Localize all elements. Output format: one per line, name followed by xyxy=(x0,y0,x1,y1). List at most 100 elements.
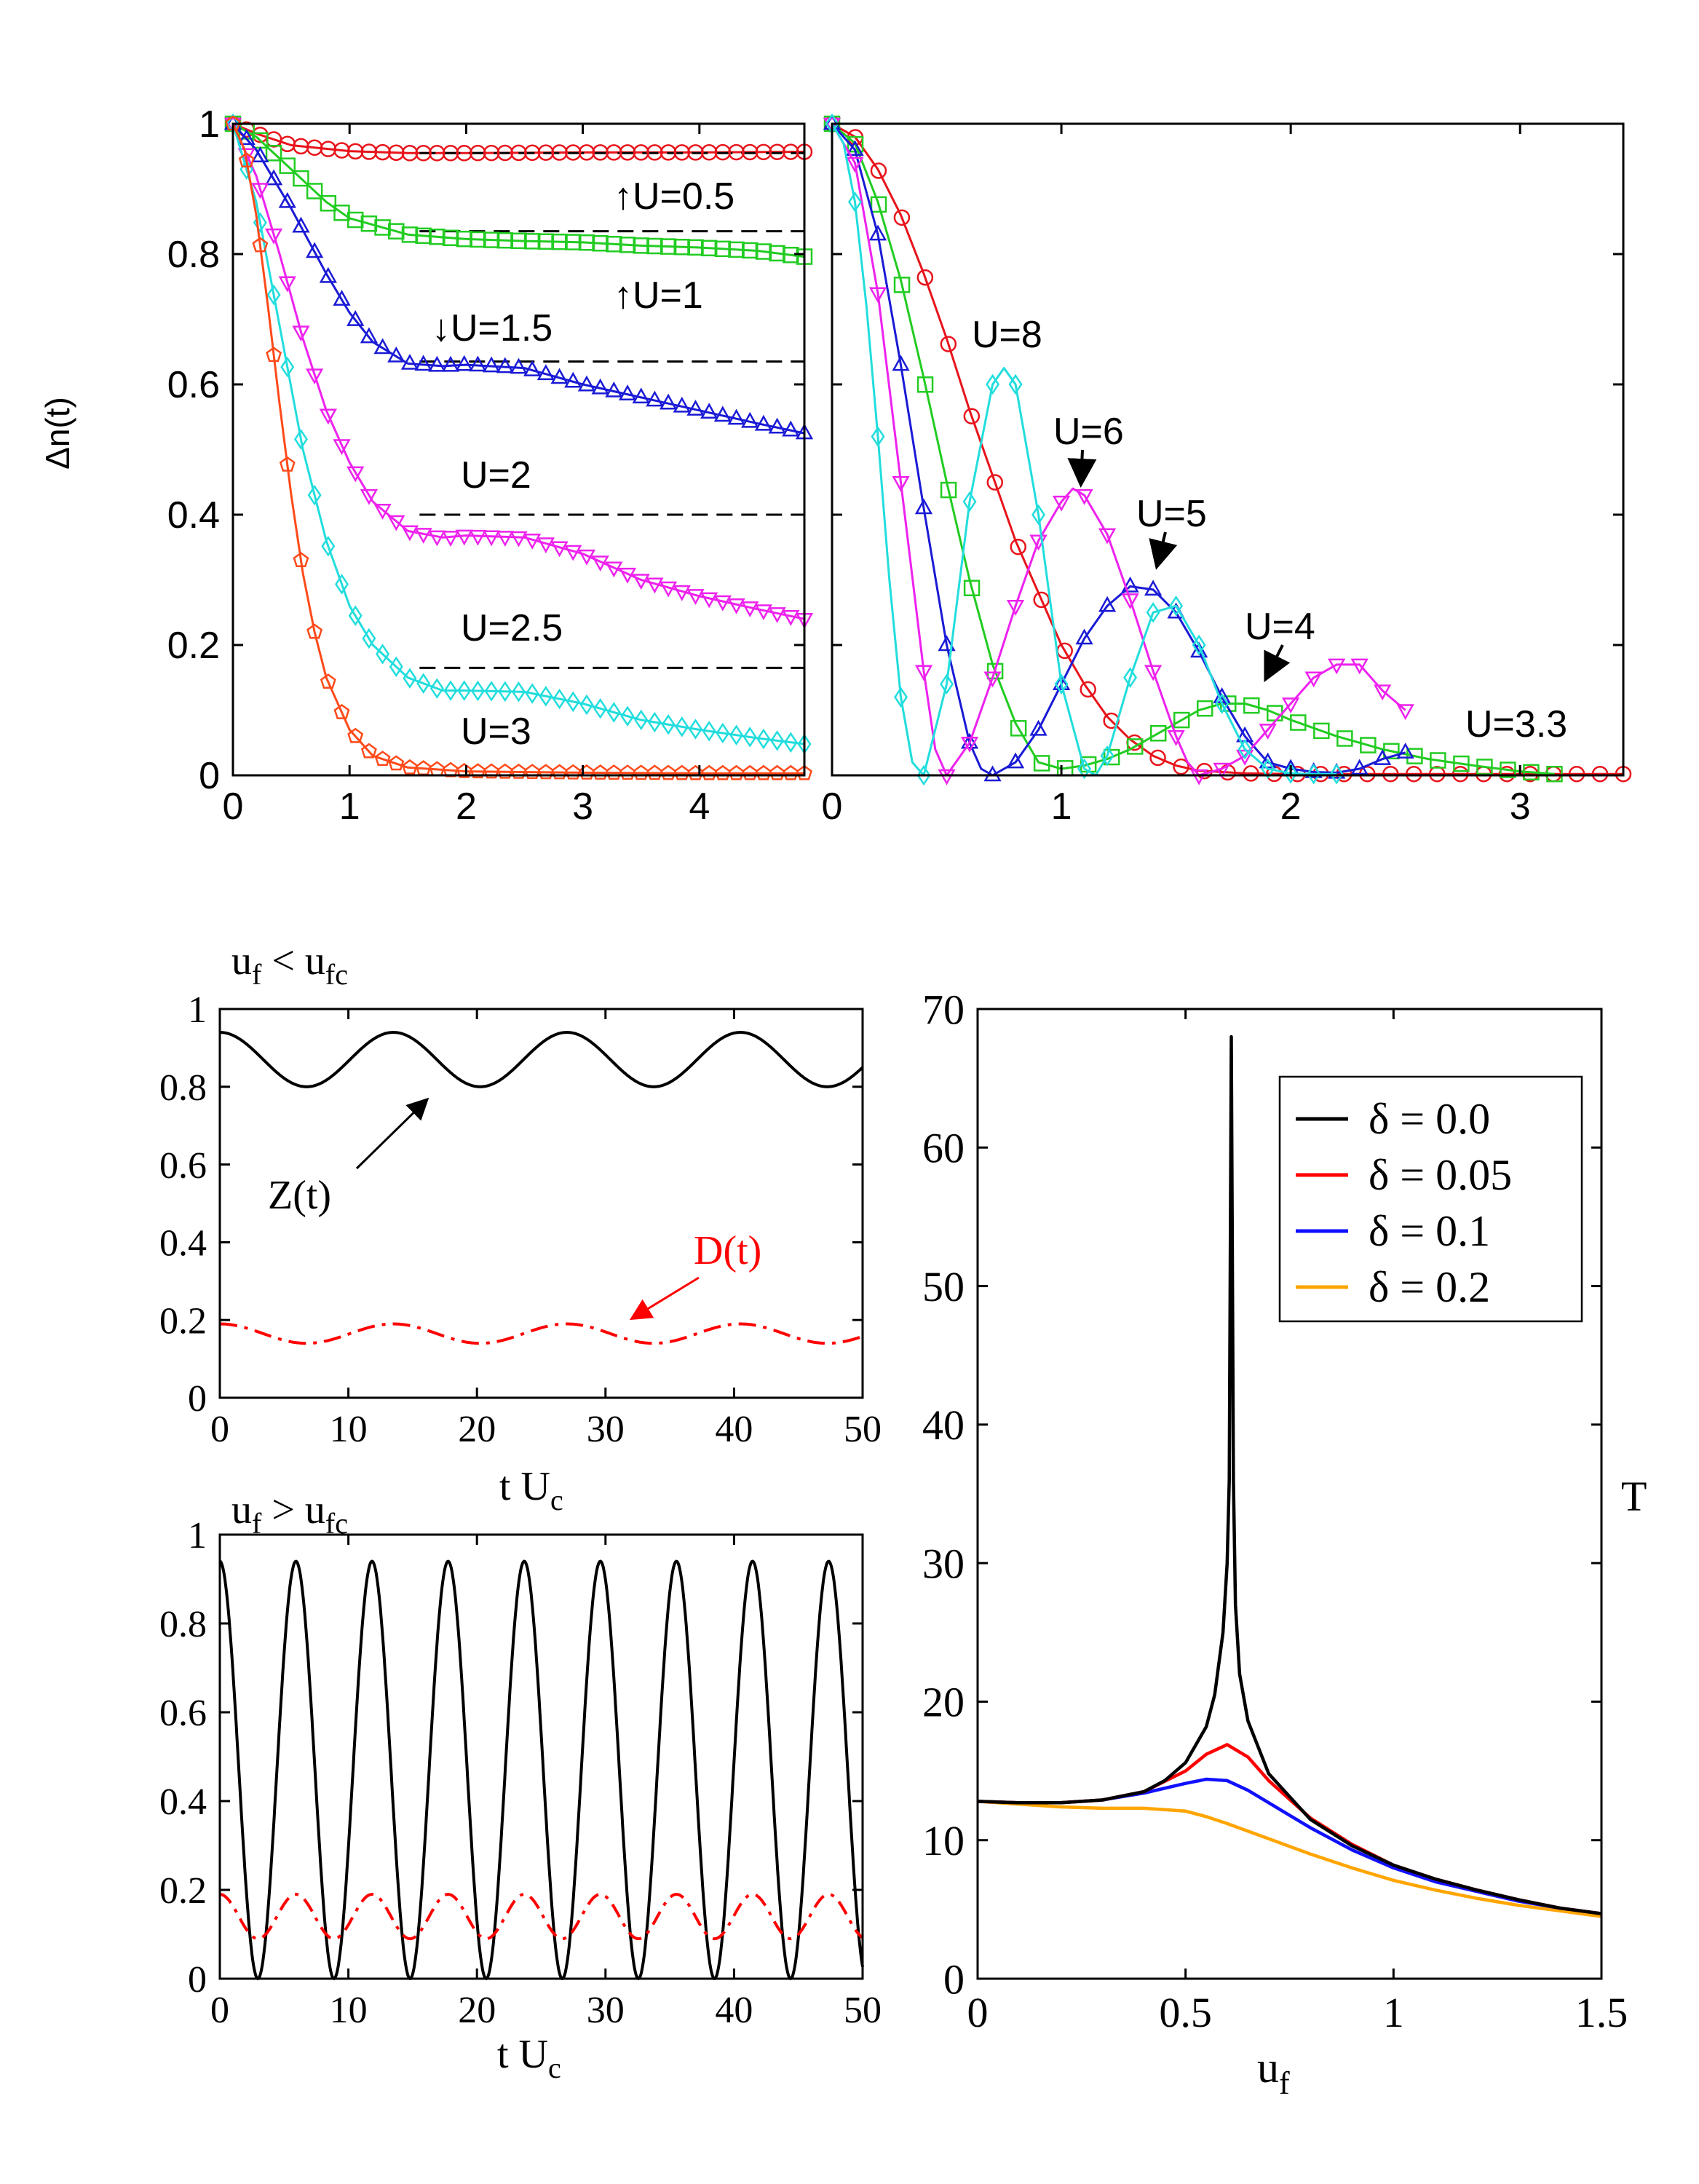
data-point xyxy=(428,355,446,372)
data-point xyxy=(1098,528,1117,545)
data-point xyxy=(728,241,745,258)
data-point xyxy=(1261,758,1275,780)
data-point xyxy=(673,585,691,601)
series-label: U=4 xyxy=(1245,606,1315,648)
data-point xyxy=(1350,759,1369,775)
panel-top-left: 0 1 2 3 4 0 0.2 0.4 0.6 0.8 1 Δn(t) ↑U=0.5 ↑U=1 ↓U… xyxy=(39,103,814,828)
y-tick-label: 30 xyxy=(922,1540,965,1587)
data-point xyxy=(618,384,637,400)
data-point xyxy=(1126,738,1144,755)
y-tick-label: 1 xyxy=(199,103,220,146)
data-point xyxy=(983,671,1002,688)
data-point xyxy=(606,236,622,253)
series-label: ↓U=1.5 xyxy=(432,307,553,349)
data-point xyxy=(442,229,459,246)
y-tick-label: 40 xyxy=(922,1401,965,1449)
data-point xyxy=(1360,737,1377,753)
data-point xyxy=(441,531,460,547)
data-point xyxy=(620,705,635,727)
data-point xyxy=(769,245,785,262)
d-curve xyxy=(219,1893,864,1941)
data-point xyxy=(783,732,798,753)
z-curve-label: Z(t) xyxy=(268,1173,331,1218)
data-point xyxy=(871,426,885,447)
data-point xyxy=(539,686,553,707)
x-tick-label: 10 xyxy=(330,1990,368,2031)
data-point xyxy=(646,764,663,780)
data-point xyxy=(320,195,337,212)
data-point xyxy=(846,140,864,157)
data-point xyxy=(754,604,773,621)
data-point xyxy=(1075,488,1093,505)
data-point xyxy=(593,698,608,719)
data-point xyxy=(783,764,799,780)
data-point xyxy=(728,764,745,780)
data-point xyxy=(1008,373,1023,395)
data-point xyxy=(1144,579,1163,596)
data-point xyxy=(1169,596,1184,617)
data-point xyxy=(702,721,716,742)
data-point xyxy=(1329,763,1344,785)
data-point xyxy=(374,751,391,766)
x-tick-label: 3 xyxy=(572,786,593,828)
data-point xyxy=(619,237,636,253)
data-point xyxy=(374,219,391,236)
d-curve xyxy=(220,1322,863,1345)
data-point xyxy=(1189,769,1208,786)
series-label: U=3.3 xyxy=(1465,703,1567,745)
data-point xyxy=(605,381,623,397)
y-tick-label: 70 xyxy=(922,986,965,1033)
data-point xyxy=(1523,764,1540,781)
data-point xyxy=(893,209,911,226)
data-point xyxy=(223,117,242,134)
data-point xyxy=(550,368,569,384)
series-label: U=6 xyxy=(1053,411,1124,453)
series-line xyxy=(232,122,805,258)
data-point xyxy=(686,589,705,605)
data-point xyxy=(728,143,745,161)
data-point xyxy=(769,764,785,780)
data-point xyxy=(578,234,595,251)
data-point xyxy=(700,144,718,161)
data-point xyxy=(346,466,365,483)
data-point xyxy=(510,357,528,374)
data-point xyxy=(1374,684,1392,701)
data-point xyxy=(868,224,887,241)
data-point xyxy=(646,144,663,161)
data-point xyxy=(346,310,365,326)
data-point xyxy=(388,223,405,240)
data-point xyxy=(320,673,336,689)
data-point xyxy=(868,287,887,304)
data-point xyxy=(1213,762,1231,779)
data-point xyxy=(362,628,376,649)
x-tick-label: 0 xyxy=(822,786,843,828)
data-point xyxy=(292,325,310,342)
x-tick-label: 20 xyxy=(458,1990,496,2031)
data-point xyxy=(577,375,596,392)
arrow-icon xyxy=(1264,644,1291,683)
data-point xyxy=(346,211,364,229)
x-tick-label: 1 xyxy=(1383,1989,1404,2036)
data-point xyxy=(916,764,931,786)
data-point xyxy=(1146,601,1160,623)
y-tick-label: 0.6 xyxy=(167,364,220,406)
data-point xyxy=(1033,591,1050,609)
data-point xyxy=(510,763,527,779)
legend-entry: δ = 0.1 xyxy=(1369,1207,1490,1255)
data-point xyxy=(1396,704,1414,721)
data-point xyxy=(455,529,473,546)
data-point xyxy=(1452,765,1469,783)
x-tick-label: 40 xyxy=(715,1409,753,1450)
data-point xyxy=(401,145,419,162)
data-point xyxy=(700,403,718,419)
data-point xyxy=(306,183,323,199)
data-point xyxy=(483,144,500,162)
data-point xyxy=(1006,600,1025,616)
data-point xyxy=(496,144,514,162)
data-point xyxy=(387,515,405,531)
data-point xyxy=(755,764,772,780)
data-point xyxy=(1591,765,1609,783)
data-point xyxy=(716,722,730,744)
